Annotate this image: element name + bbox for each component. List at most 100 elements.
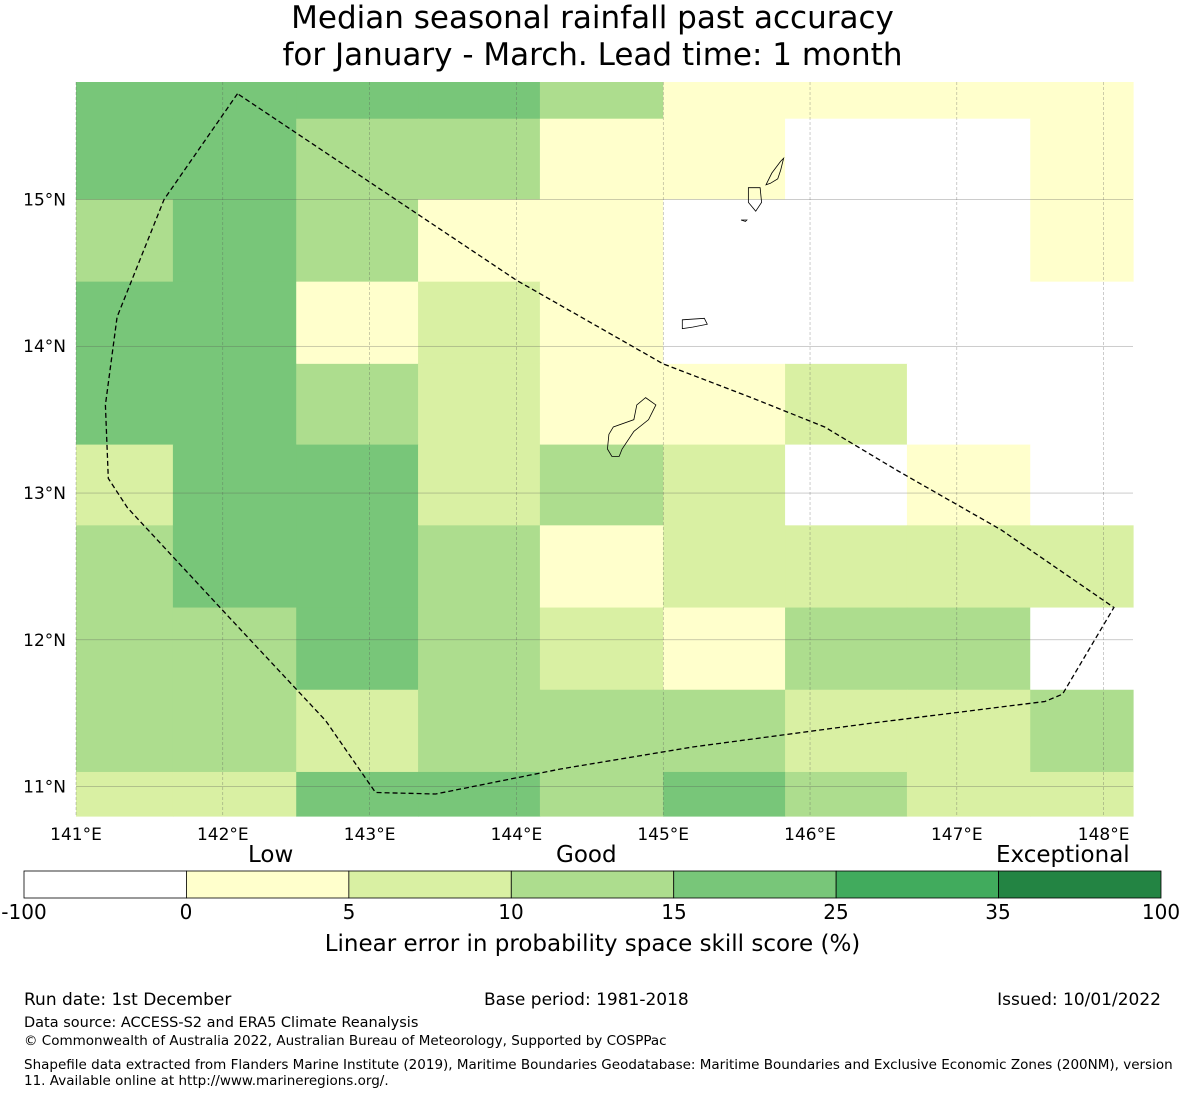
y-tick-label: 11°N: [23, 778, 66, 798]
skill-cell: [539, 444, 664, 526]
skill-cell: [1030, 199, 1134, 283]
skill-cell: [906, 607, 1031, 691]
skill-cell: [172, 82, 297, 120]
skill-cell: [172, 281, 297, 365]
skill-cell: [418, 82, 541, 120]
x-tick-label: 147°E: [931, 825, 983, 845]
skill-cell: [296, 444, 419, 526]
y-tick-label: 13°N: [23, 484, 66, 504]
skill-cell: [296, 607, 419, 691]
skill-cell: [906, 281, 1031, 365]
colorbar: [23, 870, 1162, 899]
skill-cell: [172, 771, 297, 817]
skill-cell: [663, 82, 786, 120]
skill-cell: [539, 363, 664, 446]
guam-island: [607, 397, 657, 457]
skill-cell: [1030, 607, 1134, 691]
rota-island: [681, 317, 708, 330]
colorbar-tick: 5: [342, 900, 356, 924]
skill-cell: [296, 771, 419, 817]
skill-cell: [1030, 689, 1134, 773]
skill-cell: [418, 363, 541, 446]
shapefile-note: Shapefile data extracted from Flanders M…: [24, 1057, 1173, 1089]
x-tick-label: 143°E: [344, 825, 396, 845]
skill-cell: [172, 199, 297, 283]
skill-cell: [663, 363, 786, 446]
skill-cell: [76, 689, 174, 773]
skill-cell: [76, 199, 174, 283]
skill-cell: [1030, 82, 1134, 120]
skill-cell: [906, 444, 1031, 526]
skill-cell: [906, 689, 1031, 773]
colorbar-category-exceptional: Exceptional: [996, 842, 1130, 868]
skill-cell: [296, 689, 419, 773]
islands: [607, 157, 785, 457]
colorbar-tick: 15: [661, 900, 687, 924]
skill-cell: [785, 82, 908, 120]
colorbar-category-low: Low: [248, 842, 294, 868]
skill-cell: [296, 82, 419, 120]
colorbar-swatch: [510, 870, 675, 899]
skill-cell: [418, 444, 541, 526]
colorbar-swatch: [998, 870, 1162, 899]
skill-cell: [785, 281, 908, 365]
colorbar-tick: 25: [823, 900, 849, 924]
skill-cell: [663, 444, 786, 526]
skill-map: 141°E 142°E 143°E 144°E 145°E 146°E 147°E 148°E…: [23, 82, 1162, 899]
skill-cell: [539, 771, 664, 817]
skill-cell: [418, 525, 541, 609]
skill-cell: [76, 444, 174, 526]
x-tick-label: 144°E: [491, 825, 543, 845]
map-title-line2: for January - March. Lead time: 1 month: [282, 37, 903, 73]
skill-cell: [172, 689, 297, 773]
skill-cell: [76, 771, 174, 817]
skill-cell: [296, 363, 419, 446]
skill-cell: [418, 281, 541, 365]
skill-cell: [1030, 118, 1134, 201]
skill-cell: [906, 199, 1031, 283]
colorbar-tick: 100: [1141, 900, 1181, 924]
x-tick-labels: 141°E 142°E 143°E 144°E 145°E 146°E 147°E 148°E: [50, 825, 1129, 845]
skill-cell: [785, 525, 908, 609]
eez-boundary: [104, 93, 1115, 795]
colorbar-tick: 35: [985, 900, 1011, 924]
skill-cell: [1030, 281, 1134, 365]
skill-cell: [906, 82, 1031, 120]
skill-cell: [663, 525, 786, 609]
skill-cell: [296, 199, 419, 283]
copyright: © Commonwealth of Australia 2022, Austra…: [24, 1033, 667, 1049]
skill-cell: [76, 607, 174, 691]
y-tick-label: 14°N: [23, 337, 66, 357]
skill-cell: [172, 607, 297, 691]
colorbar-swatch: [23, 870, 187, 899]
skill-cell: [1030, 525, 1134, 609]
colorbar-swatch: [835, 870, 999, 899]
skill-cell: [906, 525, 1031, 609]
tinian-island: [747, 187, 762, 212]
colorbar-swatch: [186, 870, 350, 899]
skill-cell: [906, 118, 1031, 201]
skill-cell: [1030, 771, 1134, 817]
skill-cell: [76, 363, 174, 446]
colorbar-swatch: [673, 870, 837, 899]
skill-cell: [172, 118, 297, 201]
y-tick-labels: 15°N 14°N 13°N 12°N 11°N: [23, 190, 66, 797]
x-tick-label: 146°E: [784, 825, 836, 845]
skill-cell: [663, 607, 786, 691]
skill-cell: [663, 281, 786, 365]
skill-cell: [539, 689, 664, 773]
colorbar-tick: 0: [179, 900, 193, 924]
skill-cell: [539, 118, 664, 201]
x-tick-label: 142°E: [197, 825, 249, 845]
skill-cell: [76, 525, 174, 609]
skill-cell: [539, 199, 664, 283]
gridlines: [75, 82, 1133, 816]
colorbar-tick: -100: [1, 900, 47, 924]
issued-date: Issued: 10/01/2022: [997, 990, 1161, 1010]
y-tick-label: 15°N: [23, 190, 66, 210]
data-source: Data source: ACCESS-S2 and ERA5 Climate …: [24, 1015, 419, 1031]
colorbar-category-good: Good: [556, 842, 617, 868]
saipan-island: [765, 157, 785, 186]
skill-cell: [76, 118, 174, 201]
skill-cell: [172, 525, 297, 609]
